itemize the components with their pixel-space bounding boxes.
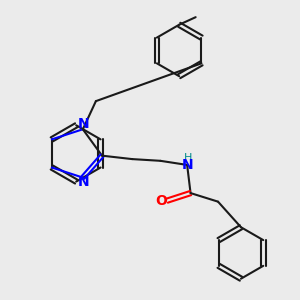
Text: N: N xyxy=(181,158,193,172)
Text: N: N xyxy=(77,176,89,189)
Text: O: O xyxy=(155,194,167,208)
Text: H: H xyxy=(184,153,192,163)
Text: N: N xyxy=(77,118,89,131)
